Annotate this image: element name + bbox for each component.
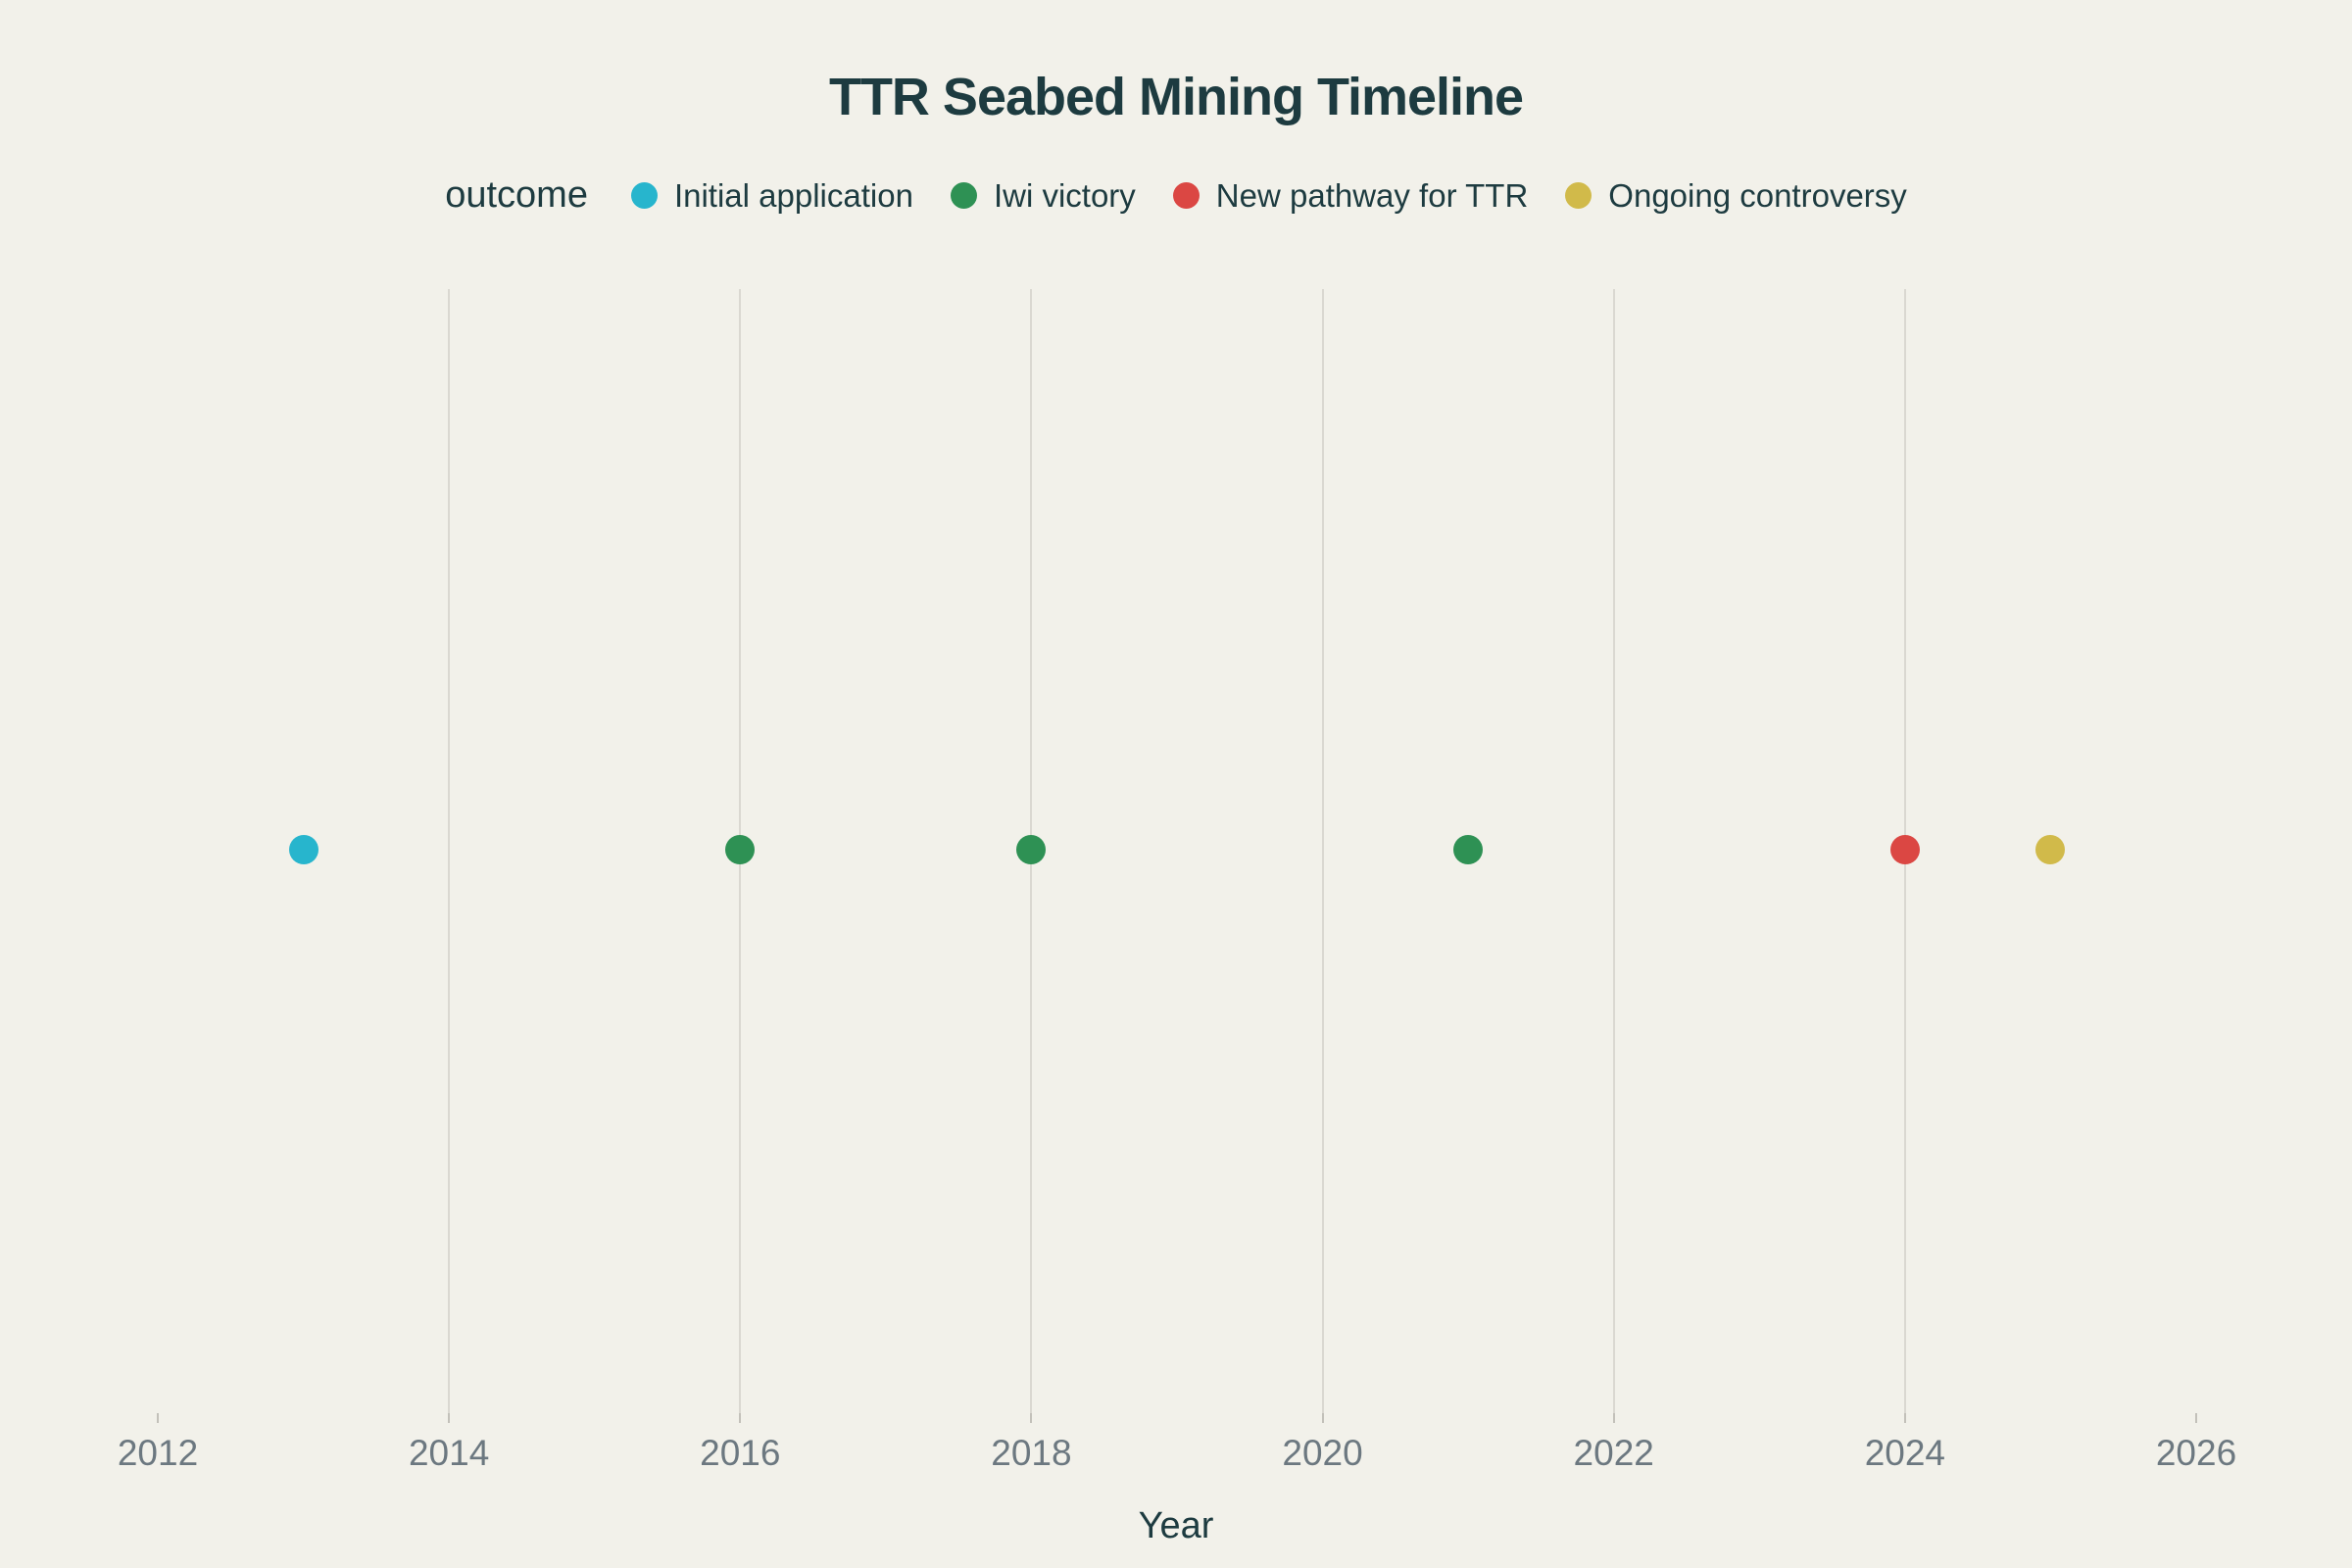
axis-tick bbox=[1321, 1413, 1324, 1423]
legend: outcome Initial application Iwi victory Ne… bbox=[0, 174, 2352, 217]
data-point[interactable] bbox=[288, 835, 318, 864]
x-tick-label: 2016 bbox=[700, 1433, 781, 1473]
legend-swatch-icon bbox=[1172, 182, 1200, 209]
legend-item[interactable]: New pathway for TTR bbox=[1172, 176, 1529, 215]
data-point[interactable] bbox=[2035, 835, 2066, 864]
data-point[interactable] bbox=[725, 835, 756, 864]
axis-tick bbox=[2195, 1413, 2197, 1423]
axis-tick bbox=[448, 1413, 451, 1423]
legend-item[interactable]: Initial application bbox=[630, 176, 913, 215]
axis-tick bbox=[1030, 1413, 1033, 1423]
legend-item[interactable]: Iwi victory bbox=[950, 176, 1136, 215]
legend-swatch-icon bbox=[1565, 182, 1592, 209]
axis-tick bbox=[1612, 1413, 1615, 1423]
data-point[interactable] bbox=[1016, 835, 1047, 864]
x-tick-label: 2012 bbox=[117, 1433, 199, 1473]
x-tick-label: 2014 bbox=[408, 1433, 490, 1473]
legend-item-label: Ongoing controversy bbox=[1608, 176, 1907, 214]
x-tick-label: 2020 bbox=[1282, 1433, 1363, 1473]
data-point[interactable] bbox=[1889, 835, 1920, 864]
x-tick-label: 2024 bbox=[1864, 1433, 1945, 1473]
x-tick-label: 2022 bbox=[1573, 1433, 1654, 1473]
gridline bbox=[1321, 289, 1324, 1413]
x-tick-label: 2026 bbox=[2155, 1433, 2237, 1473]
legend-item[interactable]: Ongoing controversy bbox=[1565, 177, 1907, 215]
legend-swatch-icon bbox=[630, 182, 658, 209]
gridline bbox=[1612, 289, 1615, 1413]
legend-item-label: New pathway for TTR bbox=[1215, 176, 1529, 214]
gridline bbox=[448, 289, 451, 1413]
legend-swatch-icon bbox=[950, 182, 977, 209]
x-tick-label: 2018 bbox=[991, 1433, 1072, 1473]
x-axis-title: Year bbox=[1138, 1505, 1214, 1546]
legend-item-label: Initial application bbox=[673, 176, 913, 214]
axis-tick bbox=[1903, 1413, 1906, 1423]
chart-title: TTR Seabed Mining Timeline bbox=[828, 68, 1524, 126]
axis-tick bbox=[157, 1413, 159, 1423]
legend-title: outcome bbox=[445, 174, 588, 216]
data-point[interactable] bbox=[1453, 835, 1484, 864]
axis-tick bbox=[739, 1413, 742, 1423]
legend-item-label: Iwi victory bbox=[993, 176, 1136, 214]
